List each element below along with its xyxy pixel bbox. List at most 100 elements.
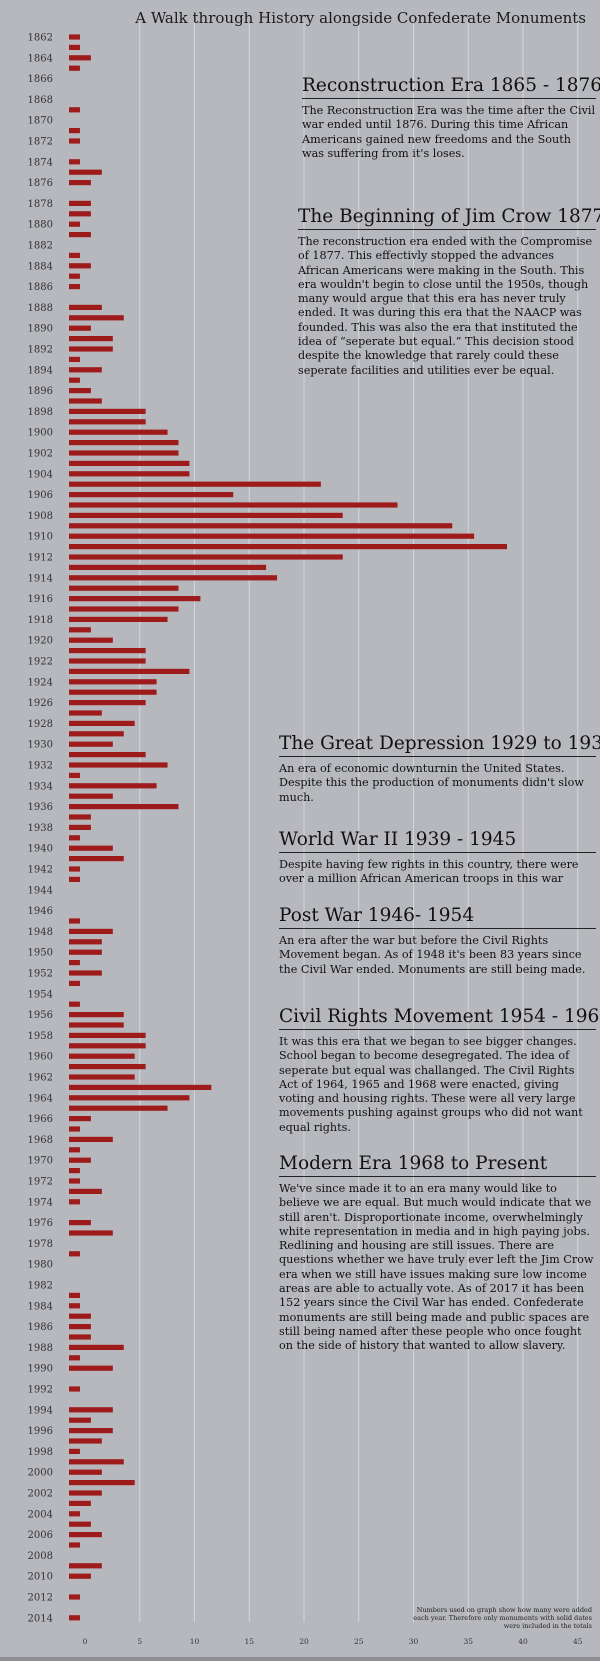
bar-1957	[69, 1022, 124, 1028]
bar-1923	[69, 668, 190, 674]
y-tick-label: 1890	[28, 324, 53, 335]
bar-1965	[69, 1105, 168, 1111]
footnote: Numbers used on graph show how many were…	[413, 1606, 592, 1630]
bar-1895	[69, 377, 80, 383]
y-tick-label: 1932	[28, 761, 53, 772]
bar-1904	[69, 471, 190, 477]
y-tick-label: 1908	[28, 511, 53, 522]
bar-1910	[69, 533, 475, 539]
y-tick-label: 1982	[28, 1281, 53, 1292]
bar-1911	[69, 544, 507, 550]
bar-1924	[69, 679, 157, 685]
era-reconstruction: Reconstruction Era 1865 - 1876 The Recon…	[302, 75, 600, 161]
bar-1938	[69, 824, 91, 830]
bar-1871	[69, 128, 80, 134]
y-tick-label: 1942	[28, 865, 53, 876]
x-tick-label: 20	[299, 1637, 309, 1646]
y-tick-label: 1918	[28, 615, 53, 626]
bar-1921	[69, 648, 146, 654]
bar-1884	[69, 263, 91, 269]
bar-1915	[69, 585, 179, 591]
bar-1916	[69, 596, 201, 602]
x-tick-label: 25	[354, 1637, 364, 1646]
bar-2007	[69, 1542, 80, 1548]
era-text: Despite having few rights in this countr…	[279, 858, 579, 886]
bar-1949	[69, 939, 102, 945]
bar-1989	[69, 1355, 80, 1361]
bar-1970	[69, 1157, 91, 1163]
bar-1905	[69, 481, 321, 487]
bar-1943	[69, 876, 80, 882]
bar-1964	[69, 1095, 190, 1101]
era-text: An era of economic downturnin the United…	[279, 762, 584, 804]
bar-1869	[69, 107, 80, 113]
bar-1917	[69, 606, 179, 612]
y-tick-label: 1872	[28, 137, 53, 148]
y-tick-label: 1926	[28, 698, 53, 709]
y-tick-label: 1902	[28, 449, 53, 460]
bar-1925	[69, 689, 157, 695]
bar-1997	[69, 1438, 102, 1444]
y-tick-label: 2000	[28, 1468, 53, 1479]
bar-1913	[69, 564, 267, 570]
y-tick-label: 1900	[28, 428, 53, 439]
bar-1933	[69, 772, 80, 778]
y-tick-label: 1974	[28, 1197, 53, 1208]
y-tick-label: 1928	[28, 719, 53, 730]
bar-1892	[69, 346, 113, 352]
bar-1885	[69, 273, 80, 279]
y-tick-label: 1944	[28, 885, 53, 896]
bar-1881	[69, 232, 91, 238]
y-tick-label: 1968	[28, 1135, 53, 1146]
y-tick-label: 2012	[28, 1593, 53, 1604]
bar-1935	[69, 793, 113, 799]
y-tick-label: 1912	[28, 553, 53, 564]
bar-1890	[69, 325, 91, 331]
bar-1959	[69, 1043, 146, 1049]
y-tick-label: 1946	[28, 906, 53, 917]
bar-1941	[69, 856, 124, 862]
bar-1902	[69, 450, 179, 456]
y-tick-label: 1882	[28, 241, 53, 252]
bar-1990	[69, 1365, 113, 1371]
bar-1995	[69, 1417, 91, 1423]
bar-1909	[69, 523, 453, 529]
bar-1929	[69, 731, 124, 737]
bar-1896	[69, 388, 91, 394]
bar-1937	[69, 814, 91, 820]
bar-1926	[69, 700, 146, 706]
y-tick-label: 1922	[28, 657, 53, 668]
y-tick-label: 1980	[28, 1260, 53, 1271]
bar-1952	[69, 970, 102, 976]
bar-1863	[69, 44, 80, 50]
bar-1930	[69, 741, 113, 747]
y-tick-label: 1970	[28, 1156, 53, 1167]
era-jim-crow: The Beginning of Jim Crow 1877 The recon…	[298, 206, 600, 378]
bar-1891	[69, 336, 113, 342]
bar-2000	[69, 1469, 102, 1475]
era-great-depression: The Great Depression 1929 to 1939 An era…	[279, 733, 600, 805]
bar-2001	[69, 1480, 135, 1486]
y-tick-label: 1992	[28, 1385, 53, 1396]
bar-1897	[69, 398, 102, 404]
bar-1912	[69, 554, 343, 560]
bar-1960	[69, 1053, 135, 1059]
bar-1969	[69, 1147, 80, 1153]
bar-1986	[69, 1324, 91, 1330]
bar-1971	[69, 1168, 80, 1174]
bar-1979	[69, 1251, 80, 1257]
bar-1988	[69, 1344, 124, 1350]
y-tick-label: 1866	[28, 74, 53, 85]
era-heading: World War II 1939 - 1945	[279, 829, 596, 853]
bar-1974	[69, 1199, 80, 1205]
bar-1876	[69, 180, 91, 186]
bar-1918	[69, 616, 168, 622]
y-tick-label: 1874	[28, 157, 53, 168]
bar-1936	[69, 804, 179, 810]
bar-1948	[69, 928, 113, 934]
era-text: An era after the war but before the Civi…	[279, 934, 586, 976]
bar-2003	[69, 1500, 91, 1506]
bar-1889	[69, 315, 124, 321]
y-tick-label: 1916	[28, 594, 53, 605]
era-heading: Post War 1946- 1954	[279, 905, 596, 929]
